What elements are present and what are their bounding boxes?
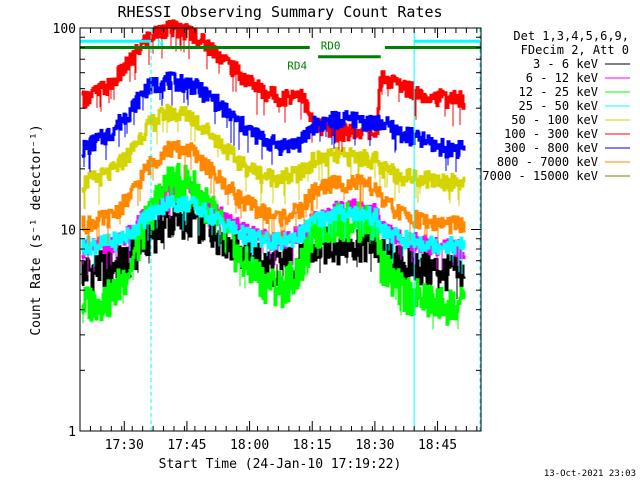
y-tick-label: 1 [68,425,76,440]
legend-entry-label: 100 - 300 keV [504,127,598,141]
rd4-label: RD4 [287,60,307,73]
series-line [81,140,466,235]
legend: Det 1,3,4,5,6,9,FDecim 2, Att 03 - 6 keV… [482,29,630,183]
legend-entry-label: 12 - 25 keV [519,85,598,99]
x-tick-label: 18:15 [293,438,332,453]
legend-entry-label: 800 - 7000 keV [497,155,598,169]
series-line [81,195,466,256]
axis-layer: 1 10 100 17:30 17:45 18:00 18:15 18:30 18:45 [53,22,481,453]
x-tick-label: 17:45 [167,438,206,453]
series-line [81,19,466,143]
legend-entry-label: 3 - 6 keV [533,57,598,71]
legend-header: FDecim 2, Att 0 [521,43,629,57]
legend-header: Det 1,3,4,5,6,9, [513,29,629,43]
rd0-label: RD0 [321,40,341,53]
x-tick-label: 18:30 [355,438,394,453]
series-line [81,71,466,159]
series-layer [81,19,466,330]
legend-entry-label: 50 - 100 keV [511,113,598,127]
legend-entry-label: 25 - 50 keV [519,99,598,113]
series-line [81,103,466,193]
legend-entry-label: 300 - 800 keV [504,141,598,155]
y-tick-label: 100 [53,22,76,37]
y-tick-label: 10 [60,224,76,239]
x-tick-label: 17:30 [105,438,144,453]
y-axis-label: Count Rate (s⁻¹ detector⁻¹) [29,124,44,335]
series-line [81,162,466,326]
x-tick-label: 18:45 [418,438,457,453]
x-axis-label: Start Time (24-Jan-10 17:19:22) [159,457,402,472]
chart-title: RHESSI Observing Summary Count Rates [117,3,442,21]
night-flag-label: N [157,37,164,50]
timestamp: 13-Oct-2021 23:03 [544,469,636,479]
legend-entry-label: 7000 - 15000 keV [482,169,598,183]
x-tick-label: 18:00 [230,438,269,453]
legend-entry-label: 6 - 12 keV [526,71,598,85]
